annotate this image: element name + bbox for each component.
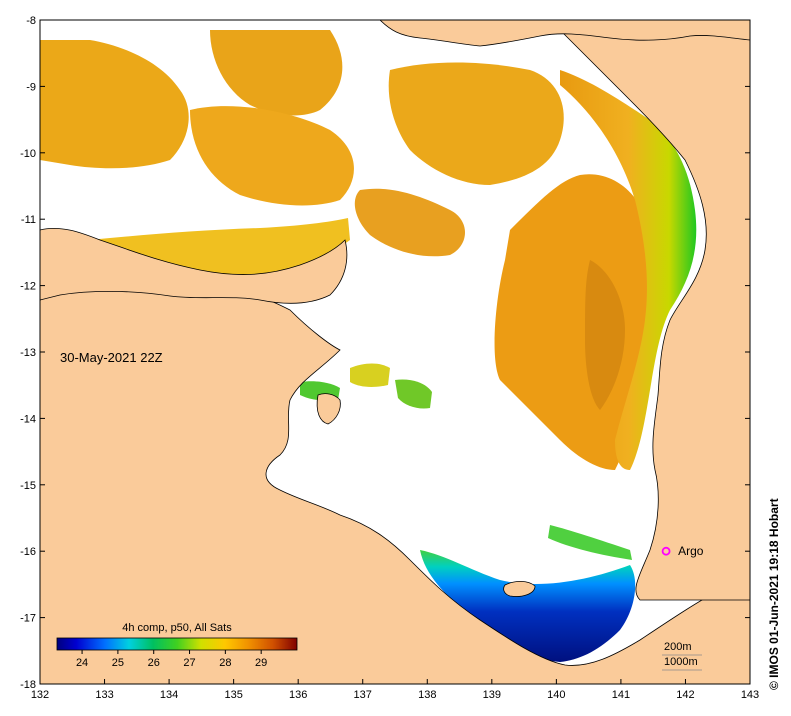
lon-tick-label: 134 — [160, 689, 178, 701]
lat-tick-label: -11 — [21, 214, 36, 226]
lat-tick-label: -15 — [20, 480, 36, 492]
land-mornington-island — [503, 580, 536, 597]
argo-label: Argo — [678, 544, 704, 558]
sst-central-orange-dark — [585, 260, 625, 410]
lon-tick-label: 137 — [354, 689, 372, 701]
argo-float[interactable]: Argo — [661, 544, 704, 558]
lat-tick-label: -9 — [26, 81, 36, 93]
credit-label: © IMOS 01-Jun-2021 19:18 Hobart — [767, 498, 781, 690]
lat-tick-label: -12 — [20, 281, 36, 293]
colorbar-ticks: 24 25 26 27 28 29 — [76, 650, 267, 669]
sst-central-orange — [494, 174, 658, 470]
sst-east-coast-green — [560, 70, 697, 470]
colorbar-title: 4h comp, p50, All Sats — [122, 622, 232, 634]
lon-tick-label: 133 — [95, 689, 113, 701]
lat-tick-label: -16 — [20, 546, 36, 558]
colorbar-tick-label: 26 — [148, 657, 160, 669]
lat-tick-label: -14 — [20, 413, 36, 425]
depth-1000m-label: 1000m — [664, 656, 698, 668]
lon-tick-label: 142 — [676, 689, 694, 701]
latitude-axis: -8 -9 -10 -11 -12 -13 -14 -15 -16 -17 -18 — [20, 15, 750, 691]
sst-north-central-orange — [210, 30, 343, 116]
sst-patch-green-2 — [395, 379, 432, 409]
argo-marker-icon[interactable] — [661, 546, 671, 556]
lon-tick-label: 143 — [741, 689, 759, 701]
depth-200m-label: 200m — [664, 641, 692, 653]
sst-south-green-band — [548, 525, 632, 560]
colorbar-tick-label: 27 — [183, 657, 195, 669]
lat-tick-label: -10 — [20, 148, 36, 160]
lon-tick-label: 136 — [289, 689, 307, 701]
longitude-axis: 132 133 134 135 136 137 138 139 140 141 142 143 — [31, 679, 759, 701]
lat-tick-label: -13 — [20, 347, 36, 359]
colorbar-gradient — [56, 637, 298, 651]
colorbar-tick-label: 24 — [76, 657, 88, 669]
colorbar-tick-label: 29 — [255, 657, 267, 669]
lon-tick-label: 141 — [612, 689, 630, 701]
land-cape-york — [559, 20, 750, 601]
colorbar-tick-label: 25 — [112, 657, 124, 669]
lon-tick-label: 138 — [418, 689, 436, 701]
date-label: 30-May-2021 22Z — [60, 350, 163, 365]
lat-tick-label: -8 — [26, 15, 36, 27]
land-new-guinea — [379, 20, 750, 47]
colorbar: 4h comp, p50, All Sats 24 25 26 27 28 29 — [56, 622, 298, 669]
lat-tick-label: -17 — [20, 613, 36, 625]
lon-tick-label: 139 — [483, 689, 501, 701]
sst-north-mid-orange — [190, 106, 354, 206]
land-arnhem-north — [40, 227, 348, 304]
lon-tick-label: 132 — [31, 689, 49, 701]
sst-north-east-orange — [388, 62, 564, 185]
land-groote-eylandt — [316, 393, 341, 425]
lon-tick-label: 135 — [224, 689, 242, 701]
sst-patch-yellow — [350, 363, 390, 387]
sst-south-cold — [420, 550, 636, 662]
colorbar-tick-label: 28 — [219, 657, 231, 669]
sst-mid-orange-strip — [354, 188, 465, 257]
lat-tick-label: -18 — [20, 679, 36, 691]
sst-north-west-orange — [40, 40, 189, 169]
lon-tick-label: 140 — [547, 689, 565, 701]
